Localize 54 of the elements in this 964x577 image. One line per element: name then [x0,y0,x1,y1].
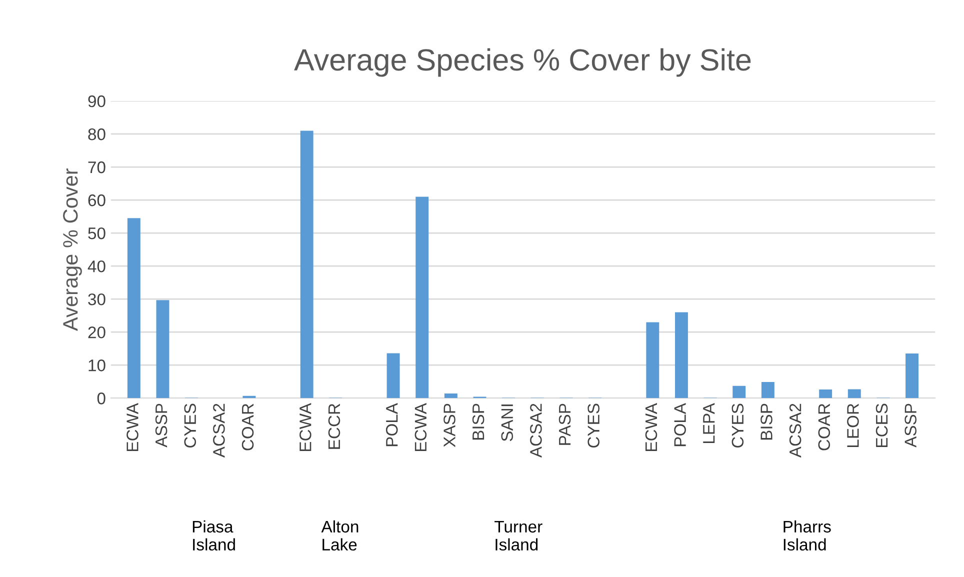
x-tick-label: ECES [876,404,888,448]
y-tick-label: 90 [88,95,106,108]
y-tick-label: 80 [88,128,106,140]
text: Turner Island [494,520,542,551]
bar [300,130,314,398]
y-tick-label: 40 [88,260,106,272]
text: Pharrs Island [784,520,831,551]
bar [127,218,140,398]
y-tick-label: 50 [88,227,106,240]
y-tick-label: 10 [88,360,106,372]
bar [819,390,832,398]
bar [416,196,429,398]
x-tick-label: BISP [472,404,484,440]
text: Piasa Island [192,520,235,551]
y-tick-label: 20 [88,326,106,338]
x-tick-label: ECWA [300,403,312,451]
x-tick-label: ECWA [414,403,427,451]
bar [674,312,688,398]
x-tick-label: ASSP [904,404,916,448]
x-tick-label: POLA [386,403,398,446]
x-tick-label: CYES [184,404,196,448]
bar [444,394,458,398]
y-tick-label: 60 [88,194,106,206]
x-tick-label: BISP [760,404,772,440]
y-axis-title: Average % Cover [63,168,82,331]
x-tick-label: XASP [444,404,456,448]
bar [386,353,400,398]
x-tick-label: POLA [674,403,686,446]
x-tick-label: ECWA [126,403,138,451]
x-tick-label: CYES [588,404,600,448]
x-tick-label: COAR [242,404,254,450]
text: Alton Lake [321,520,358,551]
x-tick-label: ACSA2 [213,404,225,458]
chart-title: Average Species % Cover by Site [294,48,751,77]
y-tick-label: 30 [88,293,106,306]
bar [761,382,774,398]
x-tick-label: ECWA [645,403,658,451]
y-tick-label: 0 [97,392,106,404]
x-tick-label: CYES [732,404,744,448]
x-tick-label: ACSA2 [789,404,802,458]
bar [848,389,861,398]
x-tick-label: LEOR [847,404,859,448]
x-tick-label: LEPA [703,403,715,444]
bar [156,300,170,398]
x-tick-label: ECCR [328,404,340,449]
x-tick-label: COAR [818,404,830,450]
x-tick-label: ACSA2 [530,404,542,458]
x-tick-label: SANI [501,404,514,442]
x-tick-label: PASP [558,404,571,445]
bar [646,322,660,398]
bar [732,386,746,398]
bar [906,354,919,398]
y-tick-label: 70 [88,161,106,174]
x-tick-label: ASSP [155,404,168,448]
